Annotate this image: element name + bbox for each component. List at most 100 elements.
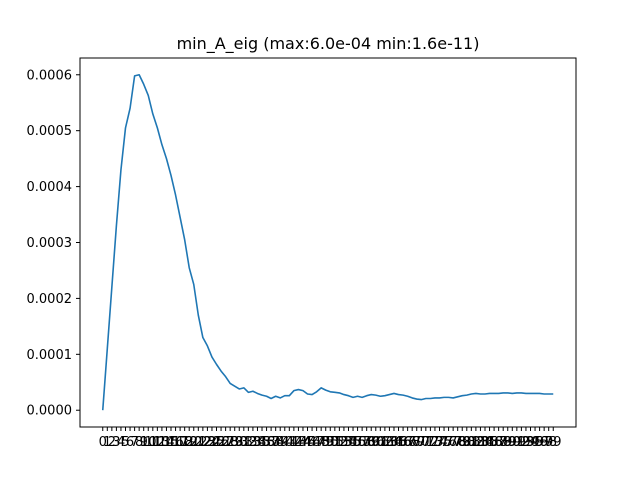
x-tick-label: 33 [245,435,262,450]
x-tick-label: 65 [390,435,407,450]
x-tick-label: 50 [322,435,339,450]
series-line [101,73,554,411]
x-tick-label: 21 [190,435,207,450]
y-tick-label: 0.0000 [27,404,73,419]
x-tick-label: 77 [445,435,462,450]
x-tick-label: 76 [440,435,457,450]
x-tick-label: 91 [509,435,526,450]
x-tick-label: 24 [204,435,221,450]
x-tick-label: 19 [181,435,198,450]
x-tick-label: 57 [354,435,371,450]
y-tick-label: 0.0002 [27,292,73,307]
x-tick-label: 83 [472,435,489,450]
x-tick-label: 99 [545,435,562,450]
y-tick-label: 0.0003 [27,236,73,251]
x-tick-label: 58 [358,435,375,450]
x-tick-label: 29 [226,435,243,450]
x-tick-label: 10 [140,435,157,450]
x-tick-label: 92 [513,435,530,450]
x-tick-label: 37 [263,435,280,450]
x-tick-label: 18 [176,435,193,450]
x-tick-label: 55 [345,435,362,450]
series-group [101,73,554,411]
x-tick-label: 13 [154,435,171,450]
y-tick-label: 0.0001 [27,348,73,363]
x-tick-label: 15 [163,435,180,450]
x-tick-label: 26 [213,435,230,450]
x-tick-label: 42 [286,435,303,450]
x-axis: 0123456789101112131415161718192021222324… [99,427,562,450]
x-tick-label: 14 [158,435,175,450]
x-tick-label: 56 [349,435,366,450]
x-tick-label: 16 [167,435,184,450]
x-tick-label: 69 [408,435,425,450]
x-tick-label: 23 [199,435,216,450]
x-tick-label: 63 [381,435,398,450]
x-tick-label: 59 [363,435,380,450]
x-tick-label: 68 [404,435,421,450]
x-tick-label: 6 [126,435,134,450]
x-tick-label: 44 [295,435,312,450]
x-tick-label: 62 [377,435,394,450]
x-tick-label: 88 [495,435,512,450]
x-tick-label: 86 [486,435,503,450]
x-tick-label: 72 [422,435,439,450]
x-tick-label: 31 [236,435,253,450]
y-axis: 0.0000 0.0001 0.0002 0.0003 0.0004 0.0005 0.00… [27,68,80,419]
x-tick-label: 1 [103,435,111,450]
x-tick-label: 73 [427,435,444,450]
x-tick-label: 84 [477,435,494,450]
x-tick-label: 85 [481,435,498,450]
x-tick-label: 75 [436,435,453,450]
x-tick-label: 17 [172,435,189,450]
y-tick-label: 0.0006 [27,68,73,83]
x-tick-label: 4 [117,435,125,450]
x-tick-label: 41 [281,435,298,450]
y-tick-label: 0.0004 [27,180,73,195]
x-tick-label: 8 [135,435,143,450]
x-tick-label: 51 [327,435,344,450]
x-tick-label: 61 [372,435,389,450]
x-tick-label: 47 [308,435,325,450]
x-tick-label: 82 [468,435,485,450]
x-tick-label: 5 [121,435,129,450]
x-tick-label: 66 [395,435,412,450]
y-tick-label: 0.0005 [27,124,73,139]
x-tick-label: 9 [140,435,148,450]
x-tick-label: 98 [540,435,557,450]
x-tick-label: 27 [217,435,234,450]
x-tick-label: 43 [290,435,307,450]
x-tick-label: 48 [313,435,330,450]
x-tick-label: 34 [249,435,266,450]
x-tick-label: 45 [299,435,316,450]
x-tick-label: 64 [386,435,403,450]
x-tick-label: 90 [504,435,521,450]
x-tick-label: 22 [195,435,212,450]
x-tick-label: 60 [368,435,385,450]
x-tick-label: 80 [459,435,476,450]
x-tick-label: 38 [267,435,284,450]
x-tick-label: 3 [112,435,120,450]
x-tick-label: 67 [399,435,416,450]
x-tick-label: 79 [454,435,471,450]
x-tick-label: 49 [317,435,334,450]
x-tick-label: 54 [340,435,357,450]
x-tick-label: 70 [413,435,430,450]
x-tick-label: 30 [231,435,248,450]
x-tick-label: 74 [431,435,448,450]
x-tick-label: 52 [331,435,348,450]
x-tick-label: 39 [272,435,289,450]
x-tick-label: 93 [518,435,535,450]
x-tick-label: 89 [499,435,516,450]
x-tick-label: 2 [108,435,116,450]
x-tick-label: 78 [449,435,466,450]
x-tick-label: 36 [258,435,275,450]
x-tick-label: 81 [463,435,480,450]
x-tick-label: 71 [418,435,435,450]
x-tick-label: 28 [222,435,239,450]
x-tick-label: 94 [522,435,539,450]
x-tick-label: 20 [185,435,202,450]
x-tick-label: 87 [490,435,507,450]
